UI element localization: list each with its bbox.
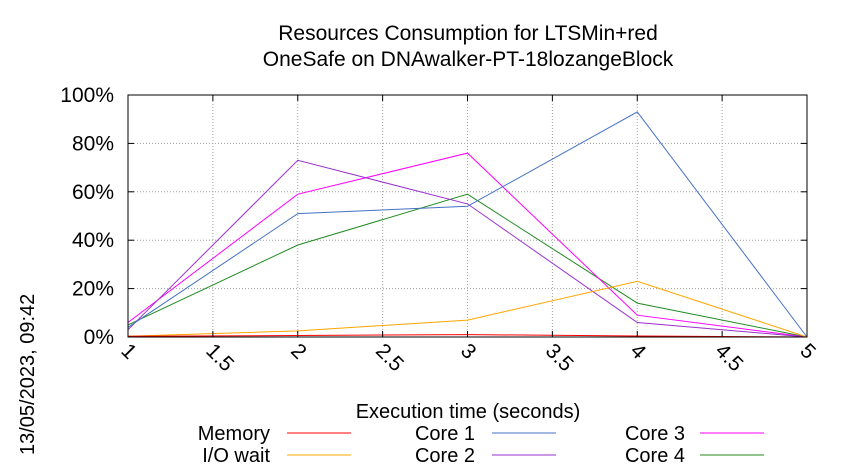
y-tick-label: 20%: [72, 278, 114, 301]
chart-title-line2: OneSafe on DNAwalker-PT-18lozangeBlock: [263, 48, 674, 71]
x-tick-label: 3.5: [541, 339, 578, 376]
x-tick-label: 4: [626, 339, 651, 364]
x-tick-label: 3: [456, 339, 481, 364]
grid: [128, 95, 807, 337]
x-tick-label: 5: [795, 339, 820, 364]
legend-label-i-o-wait: I/O wait: [202, 445, 270, 467]
x-tick-label: 2.5: [371, 339, 408, 376]
y-tick-label: 0%: [84, 326, 114, 349]
y-tick-label: 40%: [72, 229, 114, 252]
legend-label-core-3: Core 3: [625, 423, 685, 445]
y-tick-label: 80%: [72, 132, 114, 155]
series-line-core-1: [127, 111, 808, 338]
x-tick-label: 2: [286, 339, 311, 364]
legend-label-core-4: Core 4: [625, 445, 685, 467]
legend-label-core-2: Core 2: [415, 445, 475, 467]
legend-label-core-1: Core 1: [415, 423, 475, 445]
series-group: [127, 111, 808, 338]
series-line-i-o-wait: [127, 280, 808, 338]
series-line-core-3: [127, 152, 808, 338]
legend-label-memory: Memory: [198, 423, 270, 445]
timestamp: 13/05/2023, 09:42: [17, 294, 39, 455]
y-tick-label: 60%: [72, 181, 114, 204]
series-line-core-2: [127, 159, 808, 338]
x-axis-label: Execution time (seconds): [356, 401, 581, 423]
x-tick-label: 1.5: [201, 339, 238, 376]
x-tick-label: 4.5: [711, 339, 748, 376]
chart-title: Resources Consumption for LTSMin+red One…: [263, 22, 674, 71]
chart-title-line1: Resources Consumption for LTSMin+red: [278, 22, 658, 45]
y-axis: 0% 20% 40% 60% 80% 100%: [60, 84, 807, 349]
y-tick-label: 100%: [60, 84, 114, 107]
series-line-core-4: [127, 193, 808, 338]
x-tick-label: 1: [116, 339, 141, 364]
